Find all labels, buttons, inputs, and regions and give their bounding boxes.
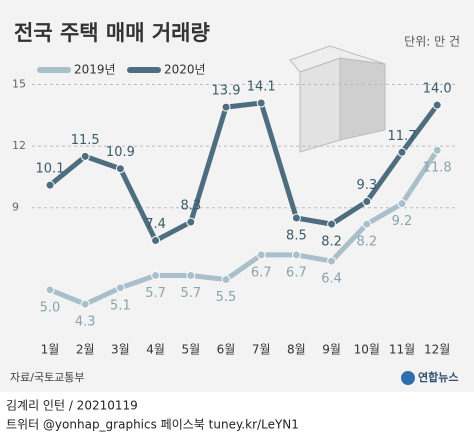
- point: [362, 197, 372, 207]
- data-label: 5.0: [40, 300, 61, 315]
- x-tick-label: 6월: [217, 343, 236, 357]
- y-tick-label: 15: [12, 78, 26, 91]
- point: [362, 219, 372, 229]
- point: [80, 151, 90, 161]
- credit: 김계리 인턴 / 20210119: [6, 399, 138, 413]
- unit-label: 단위: 만 건: [404, 35, 460, 49]
- point: [186, 217, 196, 227]
- y-tick-label: 9: [12, 201, 19, 214]
- data-label: 5.7: [145, 286, 166, 301]
- point: [256, 250, 266, 260]
- data-label: 10.9: [106, 145, 135, 160]
- legend-label: 2019년: [74, 63, 116, 77]
- social: 트위터 @yonhap_graphics 페이스북 tuney.kr/LeYN1: [6, 418, 299, 432]
- point: [291, 250, 301, 260]
- data-label: 5.1: [110, 298, 131, 313]
- data-label: 14.0: [423, 82, 452, 97]
- point: [291, 213, 301, 223]
- point: [432, 145, 442, 155]
- point: [115, 283, 125, 293]
- data-label: 8.2: [321, 235, 342, 250]
- x-tick-label: 7월: [252, 343, 271, 357]
- data-label: 6.4: [321, 272, 342, 287]
- data-label: 7.4: [145, 217, 166, 232]
- point: [186, 270, 196, 280]
- data-label: 4.3: [75, 315, 96, 330]
- point: [115, 164, 125, 174]
- point: [397, 147, 407, 157]
- x-tick-label: 5월: [181, 343, 200, 357]
- x-tick-label: 8월: [287, 343, 306, 357]
- data-label: 9.2: [392, 214, 413, 229]
- point: [221, 102, 231, 112]
- legend-label: 2020년: [164, 63, 206, 77]
- point: [151, 236, 161, 246]
- x-tick-label: 3월: [111, 343, 130, 357]
- x-tick-label: 1월: [41, 343, 60, 357]
- point: [432, 100, 442, 110]
- point: [221, 275, 231, 285]
- series-line: [49, 148, 440, 307]
- data-label: 9.3: [356, 178, 377, 193]
- background: [0, 0, 474, 392]
- point: [45, 285, 55, 295]
- x-tick-label: 2월: [76, 343, 95, 357]
- chart-title: 전국 주택 매매 거래량: [14, 21, 210, 45]
- data-label: 8.5: [286, 228, 307, 243]
- data-label: 5.5: [216, 290, 237, 305]
- x-tick-label: 4월: [146, 343, 165, 357]
- point: [151, 270, 161, 280]
- data-label: 14.1: [247, 80, 276, 95]
- point: [397, 199, 407, 209]
- point: [45, 180, 55, 190]
- data-label: 11.8: [423, 161, 452, 176]
- point: [80, 299, 90, 309]
- data-label: 11.5: [71, 133, 100, 148]
- source: 자료/국토교통부: [10, 371, 85, 384]
- x-tick-label: 11월: [389, 343, 415, 357]
- data-label: 6.7: [286, 265, 307, 280]
- data-label: 11.7: [388, 129, 417, 144]
- data-label: 13.9: [212, 84, 241, 99]
- data-label: 6.7: [251, 265, 272, 280]
- series-line: [48, 100, 440, 244]
- data-label: 8.3: [180, 199, 201, 214]
- x-tick-label: 12월: [424, 343, 450, 357]
- footer-background: [0, 392, 474, 435]
- y-tick-label: 12: [12, 139, 26, 152]
- data-label: 8.2: [356, 235, 377, 250]
- point: [327, 256, 337, 266]
- logo: 연합뉴스: [418, 370, 458, 384]
- data-label: 5.7: [180, 286, 201, 301]
- x-tick-label: 9월: [322, 343, 341, 357]
- building-illustration: [289, 45, 386, 153]
- logo-icon: [401, 371, 415, 385]
- point: [327, 219, 337, 229]
- point: [256, 98, 266, 108]
- x-tick-label: 10월: [354, 343, 380, 357]
- data-label: 10.1: [36, 162, 65, 177]
